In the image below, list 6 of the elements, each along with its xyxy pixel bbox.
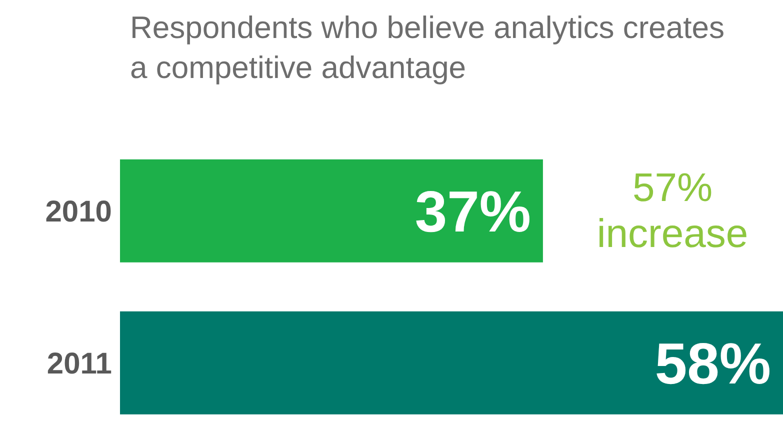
annotation: 57% increase bbox=[596, 165, 750, 257]
chart-title: Respondents who believe analytics creates a competitive advantage bbox=[130, 9, 726, 87]
y-tick-label: 2011 bbox=[46, 348, 112, 381]
data-label: 58% bbox=[654, 331, 771, 396]
data-label: 37% bbox=[414, 179, 531, 244]
y-tick-label: 2010 bbox=[45, 196, 112, 229]
